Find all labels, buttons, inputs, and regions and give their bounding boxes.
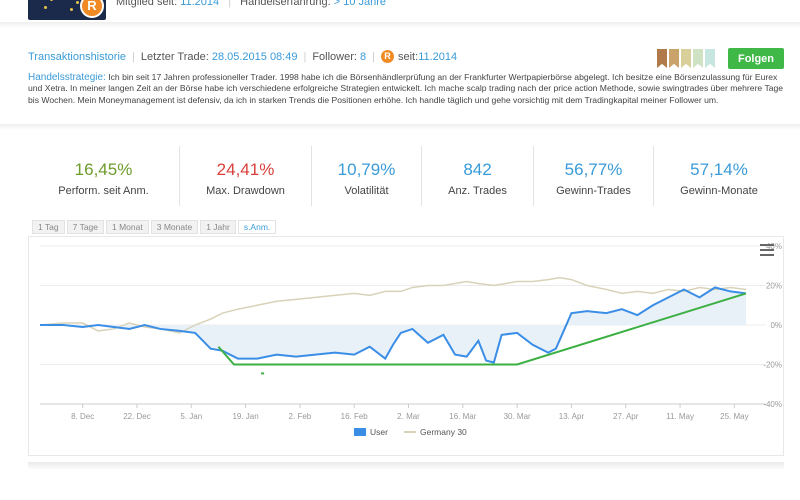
stat-value: 16,45% [74, 160, 133, 179]
stat-item: 10,79% Volatilität [312, 146, 422, 206]
rank-flag-icon [693, 49, 703, 68]
since-value: 11.2014 [418, 50, 458, 63]
separator: | [132, 50, 135, 63]
legend-user-label: User [370, 427, 388, 437]
chart-tab-1[interactable]: 1 Tag [32, 220, 65, 234]
section-divider [0, 22, 800, 28]
last-trade-value: 28.05.2015 08:49 [211, 50, 298, 63]
stat-value: 842 [463, 160, 492, 179]
stat-label: Gewinn-Trades [556, 185, 631, 197]
stat-label: Anz. Trades [448, 185, 507, 197]
x-tick-label: 22. Dec [123, 412, 151, 421]
rank-flag-icon [681, 49, 691, 68]
stat-value: 24,41% [216, 160, 275, 179]
y-tick-label: 20% [766, 282, 782, 291]
annotation-mark [261, 372, 265, 375]
chart-range-tabs: 1 Tag 7 Tage 1 Monat 3 Monate 1 Jahr s.Anm. [32, 220, 277, 234]
follower-count: 8 [360, 50, 367, 63]
transaction-history-link[interactable]: Transaktionshistorie [28, 50, 127, 63]
x-tick-label: 2. Feb [289, 412, 312, 421]
x-tick-label: 16. Mar [449, 412, 476, 421]
legend-germany30-label: Germany 30 [420, 427, 467, 437]
brand-badge-icon: R [80, 0, 104, 18]
chart-frame [28, 236, 784, 456]
brand-badge-icon: R [381, 50, 394, 63]
annotation-trend-line [217, 292, 747, 366]
stat-label: Perform. seit Anm. [58, 185, 149, 197]
x-tick-label: 8. Dec [71, 412, 94, 421]
member-since-value: 11.2014 [180, 0, 220, 8]
x-tick-label: 16. Feb [341, 412, 369, 421]
stat-label: Max. Drawdown [206, 185, 285, 197]
since-label: seit: [398, 50, 419, 63]
chart-tab-4[interactable]: 3 Monate [150, 220, 199, 234]
rank-flag-icon [669, 49, 679, 68]
rank-flag-icon [657, 49, 667, 68]
x-tick-label: 11. May [666, 412, 694, 421]
stat-label: Gewinn-Monate [680, 185, 758, 197]
experience-value: > 10 Jahre [333, 0, 387, 8]
y-tick-label: 0% [770, 321, 782, 330]
chart-tab-2[interactable]: 7 Tage [66, 220, 105, 234]
x-tick-label: 13. Apr [559, 412, 585, 421]
follow-button[interactable]: Folgen [728, 48, 784, 69]
stat-label: Volatilität [344, 185, 389, 197]
y-tick-label: 40% [766, 242, 782, 251]
separator: | [303, 50, 307, 63]
section-divider [28, 462, 784, 470]
stat-item: 24,41% Max. Drawdown [180, 146, 312, 206]
user-series-area [40, 287, 746, 363]
x-tick-label: 30. Mar [504, 412, 531, 421]
legend-user-swatch [354, 428, 366, 436]
trader-info-row: Transaktionshistorie | Letzter Trade: 28… [28, 50, 457, 63]
x-tick-label: 5. Jan [180, 412, 202, 421]
member-meta: Mitglied seit: 11.2014 | Handelserfahrun… [116, 0, 386, 8]
performance-stats: 16,45% Perform. seit Anm. 24,41% Max. Drawd… [28, 146, 784, 206]
chart-tab-3[interactable]: 1 Monat [106, 220, 149, 234]
stat-item: 842 Anz. Trades [422, 146, 534, 206]
follower-label: Follower: [312, 50, 357, 63]
strategy-text: Ich bin seit 17 Jahren professioneller T… [28, 72, 784, 105]
stat-value: 10,79% [337, 160, 396, 179]
y-tick-label: -20% [763, 361, 782, 370]
last-trade-label: Letzter Trade: [140, 50, 209, 63]
strategy-label: Handelsstrategie: [28, 72, 106, 83]
chart-menu-icon[interactable] [760, 244, 774, 256]
x-tick-label: 19. Jan [232, 412, 258, 421]
section-divider [0, 124, 800, 130]
separator: | [228, 0, 232, 8]
chart-tab-6[interactable]: s.Anm. [237, 220, 277, 234]
chart-tab-5[interactable]: 1 Jahr [200, 220, 236, 234]
experience-label: Handelserfahrung: [240, 0, 331, 8]
stat-item: 56,77% Gewinn-Trades [534, 146, 654, 206]
user-series-line [40, 286, 747, 364]
performance-chart: 40% 20% 0% -20% -40% 8. Dec 22. Dec 5. Jan 19. J… [39, 242, 782, 437]
separator: | [372, 50, 375, 63]
stat-item: 57,14% Gewinn-Monate [654, 146, 784, 206]
x-tick-label: 25. May [720, 412, 748, 421]
profile-header-strip: R Mitglied seit: 11.2014 | Handelserfahr… [0, 0, 800, 22]
x-tick-label: 27. Apr [613, 412, 639, 421]
y-tick-label: -40% [763, 400, 782, 409]
member-since-label: Mitglied seit: [116, 0, 178, 8]
x-tick-label: 2. Mar [397, 412, 420, 421]
stat-value: 57,14% [690, 160, 748, 179]
stat-item: 16,45% Perform. seit Anm. [28, 146, 180, 206]
trading-strategy: Handelsstrategie: Ich bin seit 17 Jahren… [28, 72, 784, 106]
rank-flags [657, 49, 715, 68]
stat-value: 56,77% [564, 160, 623, 179]
rank-flag-icon [705, 49, 715, 68]
